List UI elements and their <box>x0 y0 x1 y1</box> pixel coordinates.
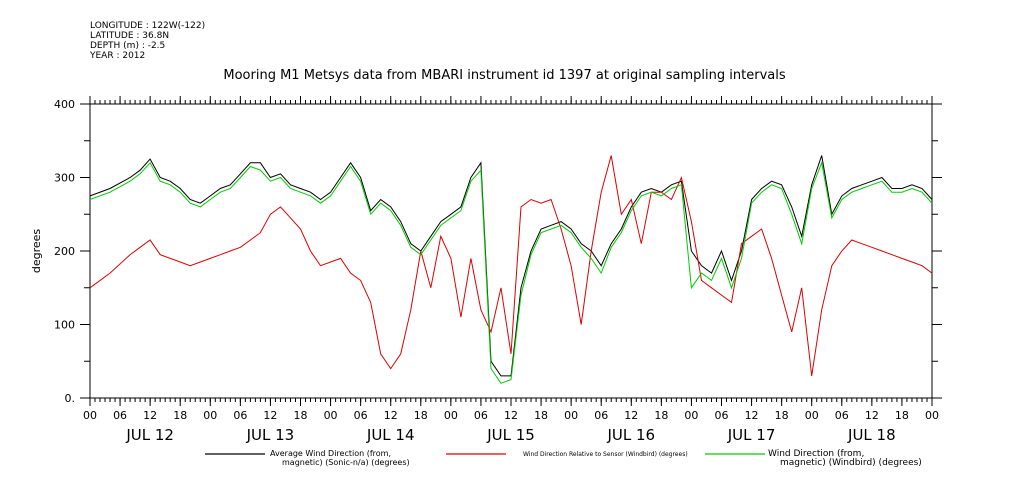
series-line-2 <box>89 155 933 376</box>
x-tick-label: 06 <box>354 409 368 422</box>
x-tick-label: 18 <box>534 409 548 422</box>
y-tick-label: 300 <box>54 172 75 185</box>
x-tick-label: 06 <box>715 409 729 422</box>
x-tick-label: 00 <box>684 409 698 422</box>
x-tick-label: 12 <box>143 409 157 422</box>
x-tick-label: 18 <box>414 409 428 422</box>
x-tick-label: 12 <box>624 409 638 422</box>
x-tick-label: 00 <box>324 409 338 422</box>
legend-label-3-line2: magnetic) (Windbird) (degrees) <box>780 458 922 468</box>
y-axis-label: degrees <box>30 229 43 274</box>
y-tick-label: 200 <box>54 245 75 258</box>
x-day-label: JUL 15 <box>486 426 535 444</box>
x-tick-label: 18 <box>294 409 308 422</box>
x-tick-label: 00 <box>203 409 217 422</box>
x-day-label: JUL 17 <box>727 426 776 444</box>
legend-label-3: Wind Direction (from, <box>768 449 864 459</box>
y-tick-label: 100 <box>54 319 75 332</box>
x-tick-label: 06 <box>594 409 608 422</box>
x-tick-label: 00 <box>925 409 939 422</box>
y-tick-label: 0. <box>65 392 76 405</box>
x-tick-label: 00 <box>83 409 97 422</box>
x-tick-label: 12 <box>745 409 759 422</box>
year-label: YEAR : 2012 <box>90 51 146 61</box>
x-tick-label: 06 <box>835 409 849 422</box>
longitude-label: LONGITUDE : 122W(-122) <box>90 21 206 31</box>
x-tick-label: 18 <box>654 409 668 422</box>
x-tick-label: 12 <box>384 409 398 422</box>
x-tick-label: 12 <box>263 409 277 422</box>
x-day-label: JUL 18 <box>847 426 896 444</box>
series-line-3 <box>89 160 933 384</box>
chart-title: Mooring M1 Metsys data from MBARI instru… <box>223 68 786 83</box>
y-tick-label: 400 <box>54 98 75 111</box>
x-day-label: JUL 16 <box>606 426 655 444</box>
legend-label-1-line2: magnetic) (Sonic-n/a) (degrees) <box>282 458 410 467</box>
x-tick-label: 00 <box>564 409 578 422</box>
x-day-label: JUL 12 <box>125 426 174 444</box>
x-tick-label: 18 <box>895 409 909 422</box>
x-day-label: JUL 14 <box>366 426 415 444</box>
legend-label-1: Average Wind Direction (from, <box>270 449 391 458</box>
x-tick-label: 00 <box>805 409 819 422</box>
series-line-1 <box>89 155 933 377</box>
x-tick-label: 00 <box>444 409 458 422</box>
x-tick-label: 18 <box>775 409 789 422</box>
legend-label-2: Wind Direction Relative to Sensor (Windb… <box>523 451 688 458</box>
x-tick-label: 12 <box>865 409 879 422</box>
depth-label: DEPTH (m) : -2.5 <box>90 41 166 51</box>
x-tick-label: 06 <box>233 409 247 422</box>
x-tick-label: 12 <box>504 409 518 422</box>
metadata-block: LONGITUDE : 122W(-122) LATITUDE : 36.8N … <box>90 21 205 61</box>
x-tick-label: 06 <box>113 409 127 422</box>
latitude-label: LATITUDE : 36.8N <box>90 31 170 41</box>
x-day-label: JUL 13 <box>246 426 295 444</box>
x-tick-label: 06 <box>474 409 488 422</box>
x-tick-label: 18 <box>173 409 187 422</box>
